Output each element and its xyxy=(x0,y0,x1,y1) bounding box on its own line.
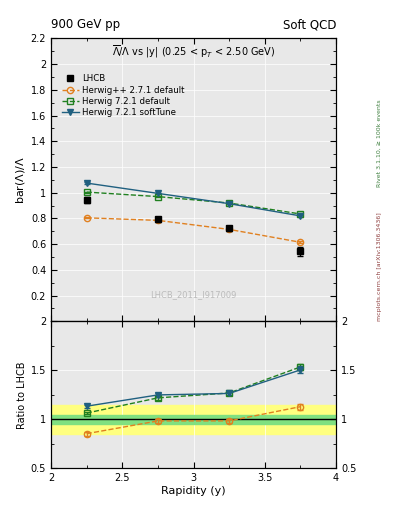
Text: Rivet 3.1.10, ≥ 100k events: Rivet 3.1.10, ≥ 100k events xyxy=(377,99,382,187)
Y-axis label: Ratio to LHCB: Ratio to LHCB xyxy=(17,361,27,429)
Text: LHCB_2011_I917009: LHCB_2011_I917009 xyxy=(151,290,237,298)
Text: Soft QCD: Soft QCD xyxy=(283,18,336,31)
Legend: LHCB, Herwig++ 2.7.1 default, Herwig 7.2.1 default, Herwig 7.2.1 softTune: LHCB, Herwig++ 2.7.1 default, Herwig 7.2… xyxy=(58,71,188,120)
Y-axis label: bar($\Lambda$)/$\Lambda$: bar($\Lambda$)/$\Lambda$ xyxy=(14,156,27,204)
Text: mcplots.cern.ch [arXiv:1306.3436]: mcplots.cern.ch [arXiv:1306.3436] xyxy=(377,212,382,321)
Text: 900 GeV pp: 900 GeV pp xyxy=(51,18,120,31)
Text: $\overline{\Lambda}/\Lambda$ vs |y| (0.25 < p$_{T}$ < 2.50 GeV): $\overline{\Lambda}/\Lambda$ vs |y| (0.2… xyxy=(112,44,275,60)
X-axis label: Rapidity (y): Rapidity (y) xyxy=(161,486,226,496)
